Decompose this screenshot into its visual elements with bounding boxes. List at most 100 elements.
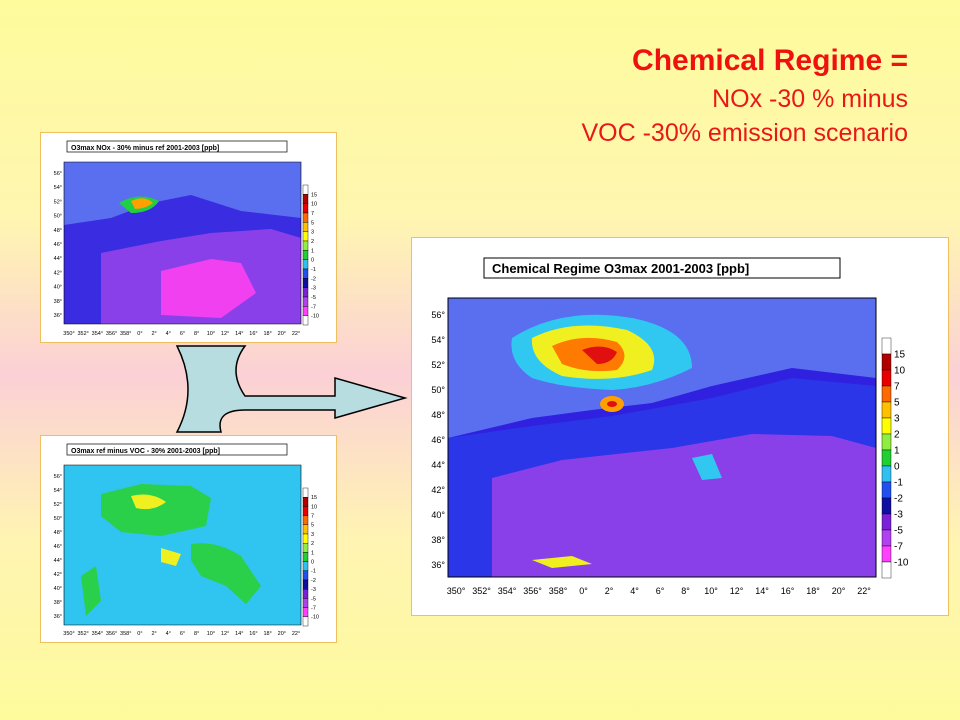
colorbar-swatch — [302, 588, 309, 599]
lon-tick-label: 350° — [63, 331, 74, 337]
map-panel-nox: O3max NOx - 30% minus ref 2001-2003 [ppb… — [40, 132, 337, 343]
map-region — [131, 198, 153, 209]
map-region — [101, 484, 211, 536]
lon-tick-label: 0° — [137, 331, 142, 337]
colorbar-swatch — [302, 194, 309, 204]
colorbar-swatch — [881, 401, 892, 419]
colorbar-label: 10 — [894, 366, 906, 377]
colorbar-label: 10 — [311, 504, 317, 510]
lat-tick-label: 56° — [54, 474, 62, 480]
lon-tick-label: 8° — [681, 586, 690, 596]
heading: Chemical Regime = NOx -30 % minus VOC -3… — [581, 40, 908, 150]
lat-tick-label: 52° — [431, 360, 445, 370]
colorbar-swatch — [881, 497, 892, 515]
map-region — [64, 162, 301, 225]
lon-tick-label: 352° — [77, 631, 88, 637]
colorbar-label: 7 — [311, 211, 314, 217]
lon-tick-label: 354° — [92, 631, 103, 637]
colorbar-swatch — [881, 481, 892, 499]
lon-tick-label: 16° — [781, 586, 795, 596]
heading-line2: NOx -30 % minus — [712, 85, 908, 113]
lat-tick-label: 36° — [54, 614, 62, 620]
lat-tick-label: 48° — [431, 410, 445, 420]
lon-tick-label: 16° — [249, 631, 257, 637]
colorbar-label: 5 — [311, 523, 314, 529]
colorbar-swatch — [881, 417, 892, 435]
colorbar-label: 0 — [894, 462, 900, 473]
lon-tick-label: 14° — [235, 631, 243, 637]
map-hotspot — [607, 401, 617, 407]
lat-tick-label: 52° — [54, 199, 62, 205]
lat-tick-label: 50° — [431, 385, 445, 395]
lat-tick-label: 56° — [54, 171, 62, 177]
lon-tick-label: 358° — [120, 631, 131, 637]
heading-line3: VOC -30% emission scenario — [581, 119, 908, 147]
lat-tick-label: 46° — [54, 242, 62, 248]
colorbar-label: 1 — [894, 446, 900, 457]
map-voc-figure: O3max ref minus VOC - 30% 2001-2003 [ppb… — [54, 443, 319, 637]
lon-tick-label: 22° — [292, 631, 300, 637]
lat-tick-label: 54° — [54, 488, 62, 494]
map-title-box — [483, 257, 841, 279]
lon-tick-label: 22° — [857, 586, 871, 596]
map-region — [582, 346, 617, 364]
lon-tick-label: 350° — [63, 631, 74, 637]
colorbar-swatch — [302, 278, 309, 288]
lon-tick-label: 12° — [730, 586, 744, 596]
colorbar-label: -2 — [894, 494, 903, 505]
arrow-shape — [175, 345, 408, 433]
lon-tick-label: 354° — [92, 331, 103, 337]
lon-tick-label: 16° — [249, 331, 257, 337]
lat-tick-label: 38° — [431, 535, 445, 545]
colorbar-label: -5 — [311, 596, 316, 602]
lon-tick-label: 2° — [151, 331, 156, 337]
colorbar-label: 0 — [311, 258, 314, 264]
colorbar-swatch — [302, 250, 309, 260]
colorbar-label: 3 — [311, 230, 314, 236]
colorbar-label: -5 — [311, 295, 316, 301]
lat-tick-label: 46° — [431, 435, 445, 445]
lat-tick-label: 50° — [54, 214, 62, 220]
colorbar-label: -10 — [311, 615, 319, 621]
colorbar-label: 1 — [311, 248, 314, 254]
lat-tick-label: 40° — [54, 586, 62, 592]
colorbar-label: -5 — [894, 526, 903, 537]
lat-tick-label: 44° — [54, 256, 62, 262]
colorbar-label: 7 — [311, 514, 314, 520]
colorbar-swatch — [302, 287, 309, 298]
lon-tick-label: 12° — [221, 331, 229, 337]
colorbar-label: 5 — [894, 398, 900, 409]
lon-tick-label: 14° — [755, 586, 769, 596]
colorbar-swatch — [302, 524, 309, 535]
map-region — [161, 548, 181, 566]
lon-tick-label: 4° — [166, 331, 171, 337]
lon-tick-label: 350° — [447, 586, 466, 596]
colorbar-label: 3 — [311, 532, 314, 538]
colorbar-label: -3 — [311, 286, 316, 292]
colorbar-label: 15 — [311, 495, 317, 501]
lat-tick-label: 54° — [54, 185, 62, 191]
colorbar-swatch — [881, 529, 892, 547]
colorbar-label: -2 — [311, 578, 316, 584]
colorbar-label: 3 — [894, 414, 900, 425]
lat-axis: 56° 54° 52° 50° 48° 46° 44° 42° 40° 38° 36° — [431, 310, 445, 570]
colorbar-label: -1 — [311, 569, 316, 575]
colorbar-swatch — [302, 306, 309, 316]
colorbar-swatch — [302, 296, 309, 307]
colorbar-label: -3 — [894, 510, 903, 521]
lon-tick-label: 12° — [221, 631, 229, 637]
lon-tick-label: 352° — [77, 331, 88, 337]
lon-tick-label: 14° — [235, 331, 243, 337]
map-region — [191, 543, 261, 604]
map-region — [692, 454, 722, 480]
lat-axis: 56° 54° 52° 50° 48° 46° 44° 42° 40° 38° 36° — [54, 474, 62, 620]
colorbar-swatch — [881, 465, 892, 483]
colorbar-swatch — [881, 513, 892, 531]
map-panel-regime: Chemical Regime O3max 2001-2003 [ppb] 56… — [411, 237, 949, 616]
lon-tick-label: 0° — [579, 586, 588, 596]
colorbar-label: -2 — [311, 276, 316, 282]
lon-tick-label: 354° — [498, 586, 517, 596]
